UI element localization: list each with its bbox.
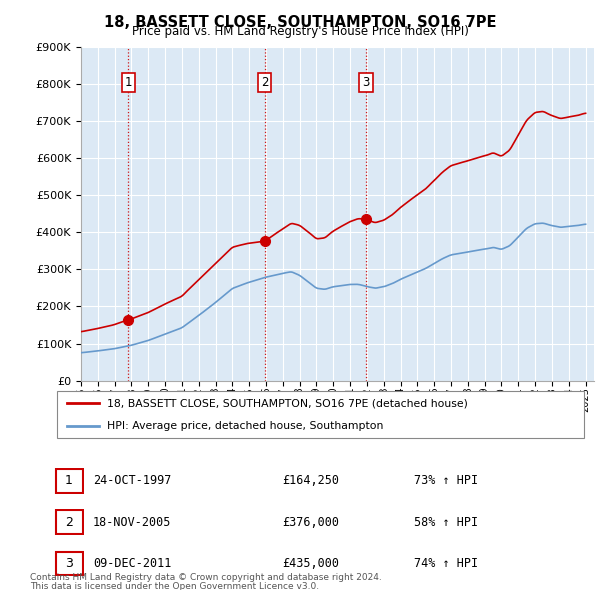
Text: £376,000: £376,000 — [282, 516, 339, 529]
Text: 3: 3 — [65, 557, 73, 570]
Text: 3: 3 — [362, 76, 370, 88]
FancyBboxPatch shape — [56, 391, 584, 438]
Text: 58% ↑ HPI: 58% ↑ HPI — [414, 516, 478, 529]
Text: 18-NOV-2005: 18-NOV-2005 — [93, 516, 172, 529]
Text: 09-DEC-2011: 09-DEC-2011 — [93, 557, 172, 570]
Text: This data is licensed under the Open Government Licence v3.0.: This data is licensed under the Open Gov… — [30, 582, 319, 590]
Text: 2: 2 — [65, 516, 73, 529]
Text: 18, BASSETT CLOSE, SOUTHAMPTON, SO16 7PE (detached house): 18, BASSETT CLOSE, SOUTHAMPTON, SO16 7PE… — [107, 398, 468, 408]
Text: 18, BASSETT CLOSE, SOUTHAMPTON, SO16 7PE: 18, BASSETT CLOSE, SOUTHAMPTON, SO16 7PE — [104, 15, 496, 30]
FancyBboxPatch shape — [56, 552, 83, 575]
Text: 2: 2 — [261, 76, 268, 88]
FancyBboxPatch shape — [56, 510, 83, 534]
Text: 73% ↑ HPI: 73% ↑ HPI — [414, 474, 478, 487]
Text: HPI: Average price, detached house, Southampton: HPI: Average price, detached house, Sout… — [107, 421, 384, 431]
Text: Contains HM Land Registry data © Crown copyright and database right 2024.: Contains HM Land Registry data © Crown c… — [30, 573, 382, 582]
FancyBboxPatch shape — [56, 469, 83, 493]
Text: £164,250: £164,250 — [282, 474, 339, 487]
Text: Price paid vs. HM Land Registry's House Price Index (HPI): Price paid vs. HM Land Registry's House … — [131, 25, 469, 38]
Text: 1: 1 — [65, 474, 73, 487]
Text: 74% ↑ HPI: 74% ↑ HPI — [414, 557, 478, 570]
Text: 24-OCT-1997: 24-OCT-1997 — [93, 474, 172, 487]
Text: 1: 1 — [125, 76, 132, 88]
Text: £435,000: £435,000 — [282, 557, 339, 570]
